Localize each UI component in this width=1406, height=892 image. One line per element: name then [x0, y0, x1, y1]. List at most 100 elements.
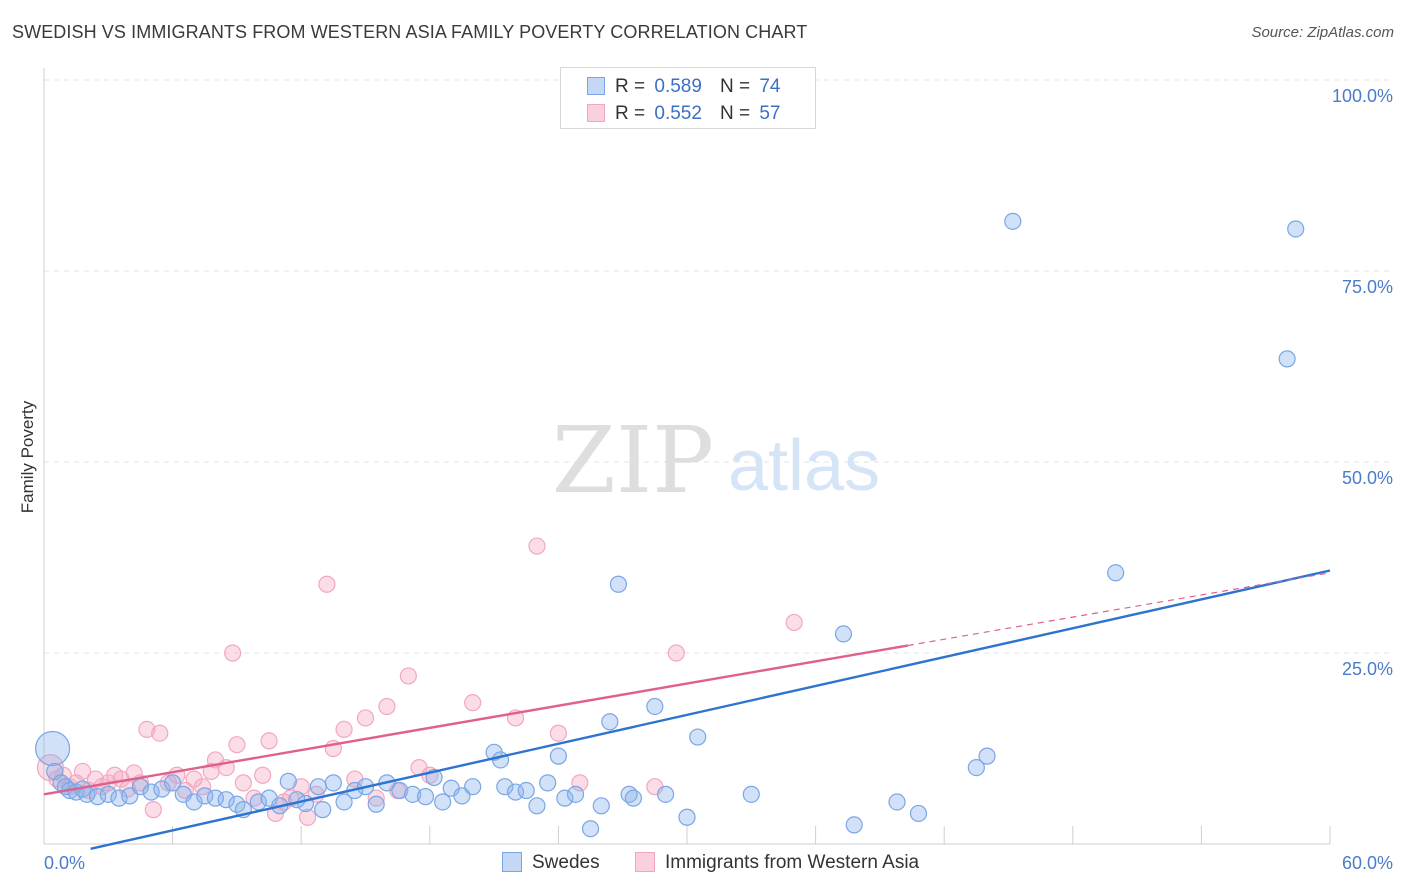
point-immigrants	[335, 720, 353, 739]
point-swedes	[624, 789, 643, 807]
gridlines	[44, 79, 1390, 654]
point-swedes	[296, 794, 315, 813]
point-swedes	[888, 793, 906, 811]
point-swedes	[434, 793, 452, 811]
point-immigrants	[144, 801, 162, 819]
point-swedes	[656, 785, 675, 803]
point-swedes	[592, 797, 610, 815]
point-swedes	[88, 788, 107, 806]
watermark: ZIP atlas	[552, 407, 880, 514]
r-value-swedes: 0.589	[654, 76, 702, 97]
point-swedes	[99, 785, 117, 803]
point-swedes	[309, 778, 327, 796]
point-swedes	[404, 785, 422, 803]
trend-line-swedes	[90, 569, 1331, 850]
r-label: R =	[615, 76, 646, 97]
point-swedes	[153, 780, 171, 798]
n-label: N =	[719, 76, 751, 97]
point-swedes	[110, 789, 128, 807]
stats-legend: R = 0.589 N = 74 R = 0.552 N = 57	[560, 67, 816, 129]
series-label-swedes: Swedes	[532, 852, 600, 873]
point-swedes	[646, 697, 664, 716]
series-label-immigrants: Immigrants from Western Asia	[665, 852, 920, 873]
point-swedes	[1004, 212, 1022, 230]
point-immigrants	[785, 613, 803, 632]
n-value-immigrants: 57	[759, 103, 781, 124]
point-swedes	[464, 778, 482, 796]
point-immigrants	[151, 724, 169, 742]
watermark-zip: ZIP	[552, 407, 714, 514]
point-swedes	[1287, 220, 1305, 238]
point-swedes	[496, 778, 514, 796]
point-swedes	[845, 816, 863, 834]
x-tick-label-max: 60.0%	[1342, 853, 1393, 873]
watermark-atlas: atlas	[728, 426, 880, 506]
r-value-immigrants: 0.552	[654, 103, 702, 124]
point-swedes	[506, 783, 525, 801]
point-swedes	[34, 730, 71, 767]
point-immigrants	[464, 694, 482, 712]
series-legend-swedes: Swedes	[502, 852, 600, 876]
point-swedes	[185, 793, 203, 811]
point-swedes	[566, 785, 585, 803]
y-tick-label: 25.0%	[1342, 659, 1393, 679]
chart-title: SWEDISH VS IMMIGRANTS FROM WESTERN ASIA …	[12, 22, 808, 42]
point-swedes	[978, 747, 996, 765]
point-swedes	[196, 787, 214, 805]
point-swedes	[834, 625, 853, 643]
tick-labels: 25.0% 50.0% 75.0% 100.0% 0.0% 60.0%	[44, 86, 1393, 873]
swatch-immigrants	[587, 104, 605, 122]
point-immigrants	[228, 736, 246, 754]
point-immigrants	[378, 697, 396, 716]
point-swedes	[217, 791, 235, 809]
trend-line-immigrants-extension	[907, 572, 1331, 647]
point-swedes	[581, 820, 600, 838]
swatch-swedes	[587, 77, 605, 95]
point-swedes	[1107, 564, 1125, 582]
swatch-immigrants	[635, 852, 655, 872]
data-points	[34, 212, 1305, 838]
point-immigrants	[356, 709, 375, 727]
point-immigrants	[549, 724, 568, 742]
point-immigrants	[260, 732, 278, 750]
point-immigrants	[292, 778, 310, 796]
point-immigrants	[73, 762, 92, 781]
point-swedes	[689, 728, 707, 746]
source-credit: Source: ZipAtlas.com	[1251, 24, 1394, 41]
point-immigrants	[299, 808, 317, 826]
point-swedes	[1278, 350, 1296, 368]
point-swedes	[517, 781, 535, 800]
point-swedes	[678, 808, 696, 826]
point-swedes	[549, 747, 568, 765]
point-swedes	[528, 797, 546, 815]
r-label: R =	[615, 103, 646, 124]
point-swedes	[391, 781, 409, 800]
series-legend-immigrants: Immigrants from Western Asia	[635, 852, 919, 876]
y-tick-label: 75.0%	[1342, 277, 1393, 297]
point-swedes	[164, 774, 182, 792]
point-swedes	[556, 789, 574, 807]
trend-line-immigrants	[43, 644, 908, 796]
point-swedes	[324, 774, 342, 792]
point-swedes	[967, 758, 985, 777]
x-tick-label-min: 0.0%	[44, 853, 85, 873]
point-immigrants	[399, 667, 417, 685]
point-immigrants	[234, 774, 252, 792]
point-swedes	[279, 772, 297, 790]
swatch-swedes	[502, 852, 522, 872]
point-swedes	[742, 785, 760, 803]
point-swedes	[609, 575, 628, 593]
point-immigrants	[254, 766, 272, 784]
point-swedes	[314, 801, 332, 819]
point-swedes	[601, 713, 619, 731]
n-label: N =	[719, 103, 751, 124]
axes	[43, 68, 1331, 845]
point-swedes	[416, 788, 435, 806]
point-immigrants	[318, 575, 336, 593]
point-swedes	[909, 804, 928, 823]
point-immigrants	[528, 537, 546, 555]
point-swedes	[539, 774, 557, 792]
point-immigrants	[667, 644, 685, 662]
point-swedes	[367, 795, 385, 813]
